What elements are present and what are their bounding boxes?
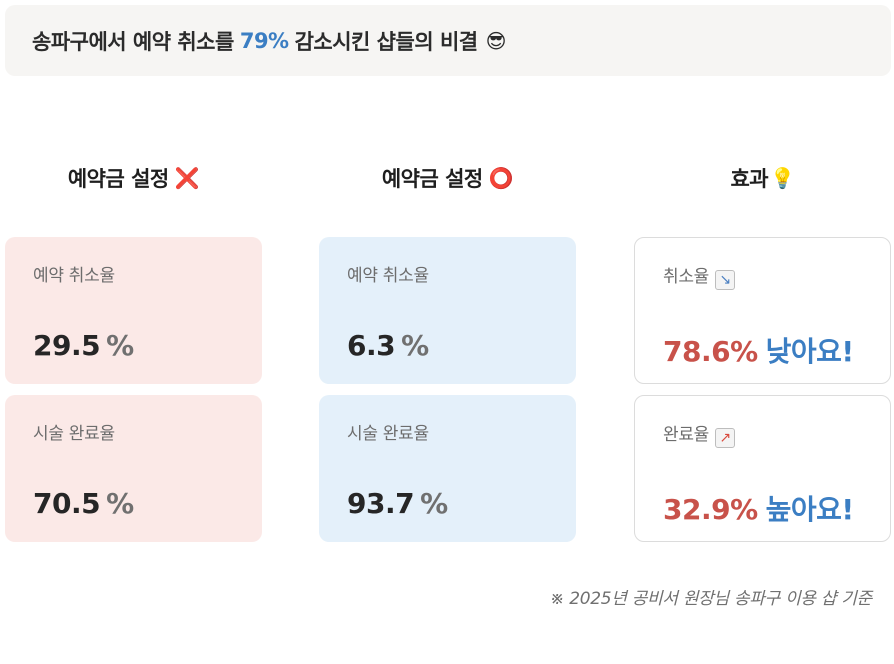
stat-value: 93.7% [347,487,448,520]
chart-decreasing-icon: ↘ [715,270,736,290]
chart-increasing-icon: ↗ [715,428,736,448]
stat-card-cancel-rate-no-deposit: 예약 취소율 29.5% [5,237,262,384]
cross-mark-icon: ❌ [174,166,200,190]
column-title: 예약금 설정 [67,167,169,191]
stat-label: 예약 취소율 [347,266,429,286]
stat-label: 시술 완료율 [33,424,115,444]
headline-text-after: 감소시킨 샵들의 비결 [294,29,479,54]
stat-label: 예약 취소율 [33,266,115,286]
stat-unit: % [420,487,448,520]
stat-unit: % [106,487,134,520]
effect-label-text: 완료율 [663,425,710,445]
stat-unit: % [106,329,134,362]
stat-number: 70.5 [33,487,101,520]
lightbulb-icon: 💡 [770,166,795,190]
stat-value: 29.5% [33,329,134,362]
headline-banner: 송파구에서 예약 취소를 79% 감소시킨 샵들의 비결 😎 [5,5,891,76]
headline-text-before: 송파구에서 예약 취소를 [32,29,234,54]
effect-card-completion-rate: 완료율 ↗ 32.9% 높아요! [634,395,891,542]
effect-suffix: 높아요! [765,493,855,526]
effect-value: 32.9% 높아요! [663,488,854,528]
effect-value: 78.6% 낮아요! [663,330,854,370]
effect-label: 취소율 ↘ [663,262,736,290]
effect-percent: 32.9% [663,493,758,526]
stat-card-completion-rate-with-deposit: 시술 완료율 93.7% [319,395,576,542]
stat-number: 29.5 [33,329,101,362]
effect-suffix: 낮아요! [765,335,855,368]
circle-mark-icon: ⭕ [488,166,514,190]
stat-unit: % [401,329,429,362]
stat-card-cancel-rate-with-deposit: 예약 취소율 6.3% [319,237,576,384]
stat-number: 6.3 [347,329,396,362]
source-footnote: ※ 2025년 공비서 원장님 송파구 이용 샵 기준 [550,589,872,609]
column-title: 효과 [730,167,769,191]
effect-percent: 78.6% [663,335,758,368]
effect-label: 완료율 ↗ [663,420,736,448]
sunglasses-emoji-icon: 😎 [485,28,507,53]
effect-label-text: 취소율 [663,267,710,287]
column-header-with-deposit: 예약금 설정 ⭕ [319,160,576,196]
headline-highlight-percent: 79% [239,28,289,53]
stat-number: 93.7 [347,487,415,520]
column-header-no-deposit: 예약금 설정 ❌ [5,160,262,196]
effect-card-cancel-rate: 취소율 ↘ 78.6% 낮아요! [634,237,891,384]
stat-label: 시술 완료율 [347,424,429,444]
column-title: 예약금 설정 [381,167,483,191]
stat-card-completion-rate-no-deposit: 시술 완료율 70.5% [5,395,262,542]
stat-value: 70.5% [33,487,134,520]
column-header-effect: 효과 💡 [634,160,891,196]
stat-value: 6.3% [347,329,429,362]
